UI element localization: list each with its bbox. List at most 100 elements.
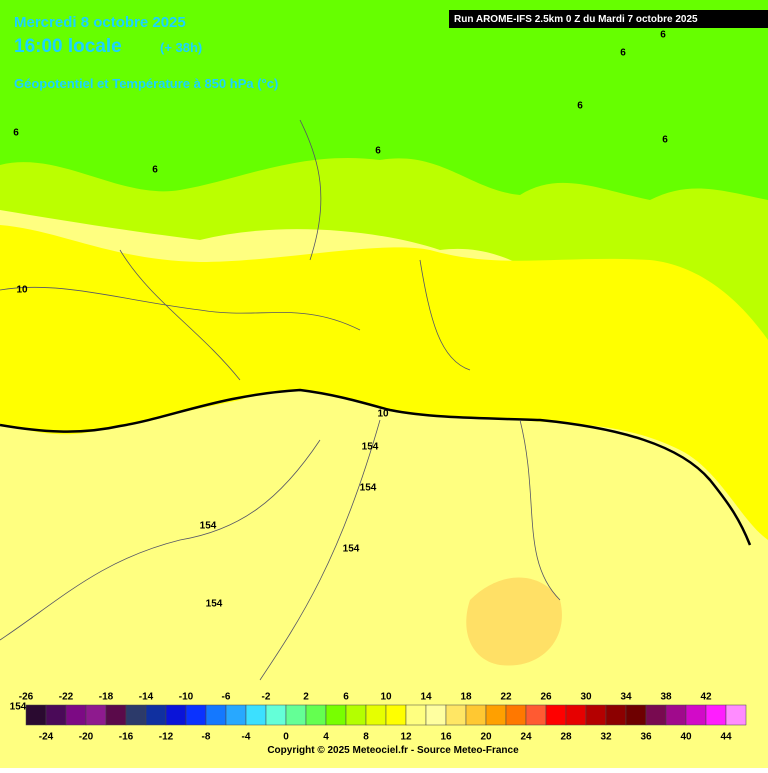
contour-label: 6: [620, 48, 626, 59]
legend-swatch: [105, 704, 127, 726]
region-cool: [0, 0, 768, 200]
legend-swatch: [505, 704, 527, 726]
legend-label: 18: [460, 692, 472, 703]
legend-swatch: [205, 704, 227, 726]
legend-label: 24: [520, 732, 532, 743]
legend-label: -24: [39, 732, 54, 743]
legend-label: 36: [640, 732, 652, 743]
legend-swatch: [565, 704, 587, 726]
legend-swatch: [705, 704, 727, 726]
legend-label: -8: [202, 732, 211, 743]
legend-label: 10: [380, 692, 392, 703]
legend-label: -20: [79, 732, 94, 743]
legend-label: 20: [480, 732, 492, 743]
legend-label: 0: [283, 732, 289, 743]
legend-label: -10: [179, 692, 194, 703]
run-text: Run AROME-IFS 2.5km 0 Z du Mardi 7 octob…: [454, 14, 698, 25]
legend-label: 12: [400, 732, 412, 743]
date-text: Mercredi 8 octobre 2025: [14, 14, 186, 31]
legend-swatch: [465, 704, 487, 726]
legend-label: 22: [500, 692, 512, 703]
legend-swatch: [665, 704, 687, 726]
legend-label: -22: [59, 692, 74, 703]
legend-label: 8: [363, 732, 369, 743]
legend-label: 42: [700, 692, 712, 703]
legend-label: 34: [620, 692, 632, 703]
legend-label: -26: [19, 692, 34, 703]
legend-swatch: [145, 704, 167, 726]
legend-label: -12: [159, 732, 174, 743]
subtitle: Géopotentiel et Température à 850 hPa (°…: [14, 76, 278, 91]
contour-label: 154: [362, 442, 379, 453]
legend-swatch: [645, 704, 667, 726]
legend-label: 16: [440, 732, 452, 743]
legend-swatch: [365, 704, 387, 726]
legend-swatch: [605, 704, 627, 726]
legend-swatch: [185, 704, 207, 726]
contour-label: 10: [16, 285, 28, 296]
contour-label: 6: [662, 135, 668, 146]
contour-label: 154: [206, 599, 223, 610]
legend-swatch: [385, 704, 407, 726]
legend-label: 2: [303, 692, 309, 703]
legend-label: 40: [680, 732, 692, 743]
contour-label: 154: [200, 521, 217, 532]
legend-swatch: [405, 704, 427, 726]
legend-swatch: [545, 704, 567, 726]
contour-label: 154: [343, 544, 360, 555]
legend-swatch: [725, 704, 747, 726]
legend-label: 4: [323, 732, 329, 743]
legend-label: 32: [600, 732, 612, 743]
legend-label: -16: [119, 732, 134, 743]
legend-swatch: [685, 704, 707, 726]
legend-swatch: [625, 704, 647, 726]
legend-label: 14: [420, 692, 432, 703]
legend-swatch: [485, 704, 507, 726]
run-box: [449, 10, 768, 28]
lead-text: (+ 38h): [160, 40, 202, 55]
contour-label: 154: [360, 483, 377, 494]
contour-label: 6: [152, 165, 158, 176]
legend-swatch: [345, 704, 367, 726]
legend-label: 26: [540, 692, 552, 703]
legend-label: 38: [660, 692, 672, 703]
legend-swatch: [585, 704, 607, 726]
legend-label: 30: [580, 692, 592, 703]
legend-label: -14: [139, 692, 154, 703]
legend-label: -4: [242, 732, 251, 743]
time-text: 16:00 locale: [14, 36, 122, 57]
legend-swatch: [305, 704, 327, 726]
contour-label: 6: [13, 128, 19, 139]
legend-swatch: [85, 704, 107, 726]
legend-swatch: [65, 704, 87, 726]
contour-label: 10: [377, 409, 389, 420]
legend-swatch: [45, 704, 67, 726]
legend-swatch: [125, 704, 147, 726]
legend-label: 6: [343, 692, 349, 703]
legend-swatch: [425, 704, 447, 726]
legend-swatch: [285, 704, 307, 726]
legend-swatch: [245, 704, 267, 726]
border-lines: [0, 119, 561, 681]
legend-label: -18: [99, 692, 114, 703]
legend-label: 28: [560, 732, 572, 743]
legend-label: -6: [222, 692, 231, 703]
legend-label: -2: [262, 692, 271, 703]
contour-label: 6: [660, 30, 666, 41]
legend-swatch: [325, 704, 347, 726]
legend-swatch: [525, 704, 547, 726]
legend-label: 44: [720, 732, 732, 743]
legend-swatch: [25, 704, 47, 726]
legend-swatch: [265, 704, 287, 726]
legend-swatch: [225, 704, 247, 726]
legend-swatch: [165, 704, 187, 726]
contour-10: [0, 388, 752, 546]
contour-label: 6: [577, 101, 583, 112]
region-hot: [466, 577, 562, 666]
contour-label: 154: [10, 702, 27, 713]
legend-swatch: [445, 704, 467, 726]
copyright: Copyright © 2025 Meteociel.fr - Source M…: [267, 745, 519, 756]
region-mid: [0, 225, 768, 540]
contour-label: 6: [375, 146, 381, 157]
